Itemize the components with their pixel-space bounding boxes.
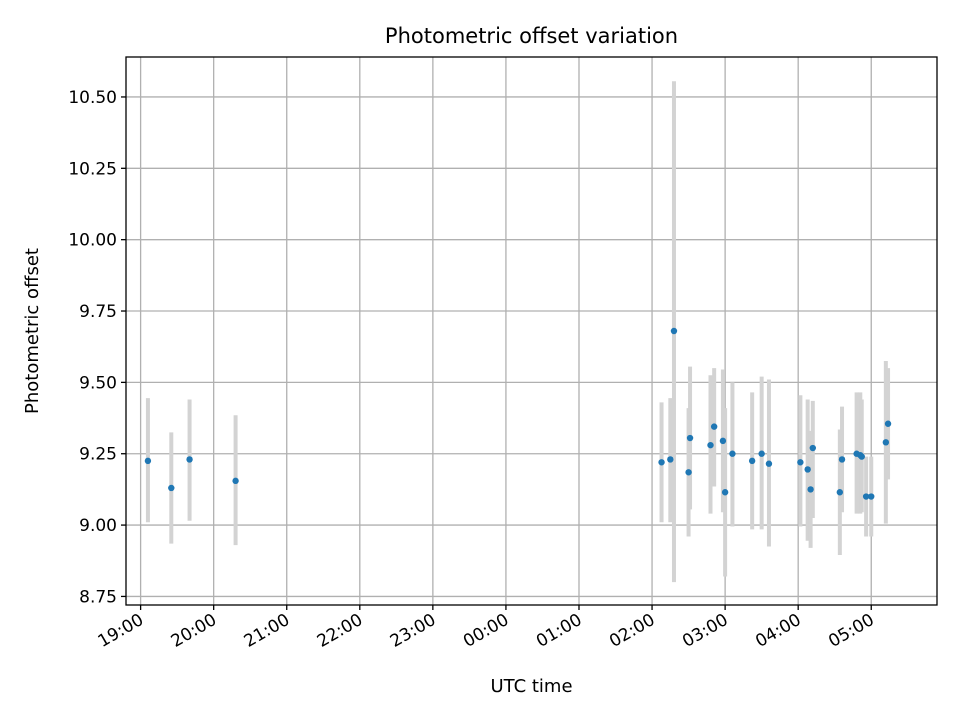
data-point <box>807 486 814 493</box>
data-point <box>884 420 892 427</box>
data-point <box>797 459 804 466</box>
y-axis-title: Photometric offset <box>22 248 43 414</box>
y-tick-label: 9.50 <box>79 373 117 393</box>
data-point <box>838 456 846 463</box>
data-point <box>748 457 756 465</box>
data-point <box>710 423 718 430</box>
data-point <box>721 489 729 496</box>
data-point <box>168 484 175 492</box>
chart-title: Photometric offset variation <box>385 24 678 48</box>
data-point <box>868 493 875 500</box>
data-point <box>858 453 865 460</box>
x-axis-title: UTC time <box>490 676 572 697</box>
data-point <box>186 456 193 463</box>
y-tick-label: 9.25 <box>79 445 117 465</box>
data-point <box>804 466 811 473</box>
data-point <box>707 441 714 449</box>
data-point <box>882 439 890 446</box>
data-point <box>809 444 816 452</box>
y-tick-label: 8.75 <box>79 587 117 607</box>
data-point <box>836 489 844 496</box>
y-tick-label: 10.25 <box>68 159 117 179</box>
y-tick-label: 10.50 <box>68 88 117 108</box>
data-point <box>685 469 692 476</box>
data-point <box>144 457 152 465</box>
data-point <box>686 434 694 442</box>
data-point <box>729 450 736 457</box>
y-axis-ticks: 8.75 9.00 9.25 9.50 9.75 10.00 10.25 10.50 <box>68 88 126 607</box>
y-tick-label: 10.00 <box>68 231 117 251</box>
data-point <box>667 456 674 463</box>
data-points <box>144 327 892 500</box>
data-point <box>658 459 665 466</box>
data-point <box>719 437 727 445</box>
y-tick-label: 9.00 <box>79 516 117 536</box>
data-point <box>670 327 678 335</box>
plot-frame <box>125 56 938 606</box>
data-point <box>765 460 773 467</box>
y-tick-label: 9.75 <box>79 302 117 322</box>
data-point <box>232 477 239 485</box>
data-point <box>758 450 765 457</box>
data-point <box>862 493 870 500</box>
